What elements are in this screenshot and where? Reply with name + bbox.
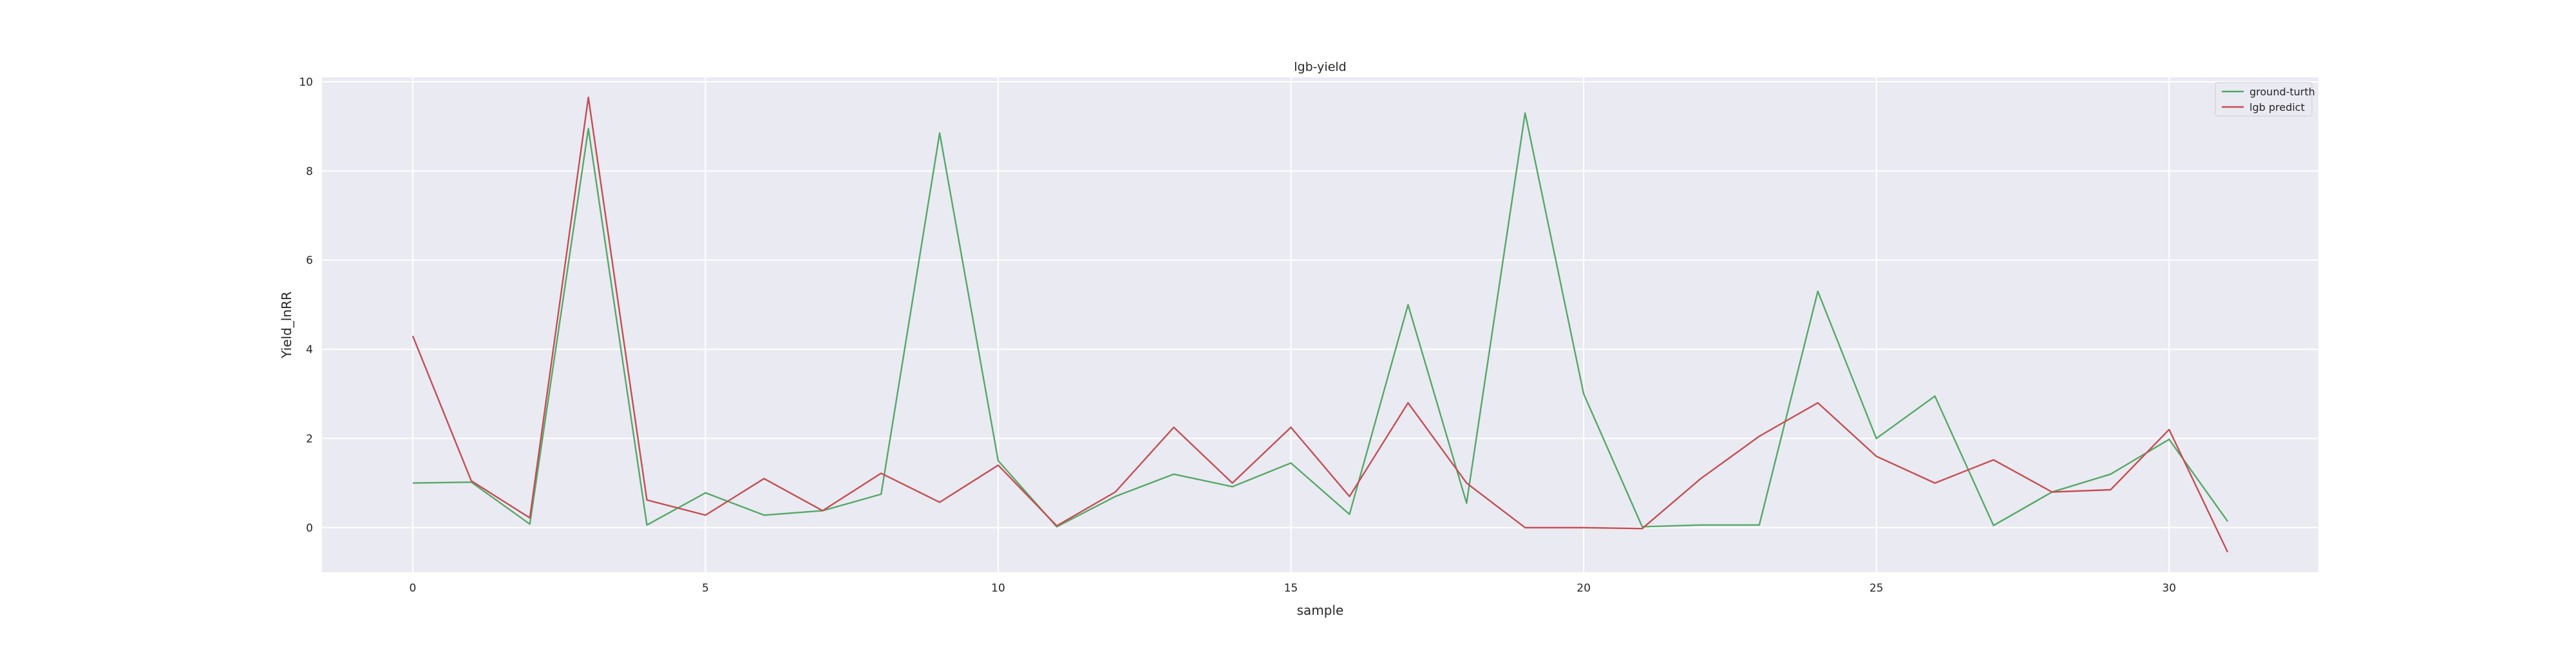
y-tick-label: 6 [306,255,313,267]
y-axis-label: Yield_lnRR [279,291,294,359]
y-tick-label: 2 [306,432,313,445]
y-tick-label: 4 [306,343,313,356]
x-tick-label: 20 [1577,582,1591,595]
chart-title: lgb-yield [1294,60,1346,74]
x-axis-label: sample [1297,603,1344,618]
x-tick-label: 30 [2162,582,2176,595]
plot-area [322,77,2318,572]
legend: ground-turth lgb predict [2215,82,2315,117]
x-tick-label: 5 [702,582,709,595]
tick-labels: 0 5 10 15 20 25 30 0 2 4 6 8 10 [299,76,2176,595]
series-lines [412,96,2229,553]
y-tick-label: 0 [306,522,313,535]
x-tick-label: 0 [409,582,416,595]
grid [322,77,2318,572]
series-line-ground-turth [412,112,2229,528]
series-line-lgb-predict [412,96,2229,553]
legend-label-lgb-predict: lgb predict [2249,101,2305,113]
x-tick-label: 10 [991,582,1005,595]
legend-label-ground-turth: ground-turth [2249,86,2315,98]
x-tick-label: 25 [1870,582,1884,595]
x-tick-label: 15 [1284,582,1298,595]
y-tick-label: 10 [299,76,313,89]
y-tick-label: 8 [306,165,313,178]
